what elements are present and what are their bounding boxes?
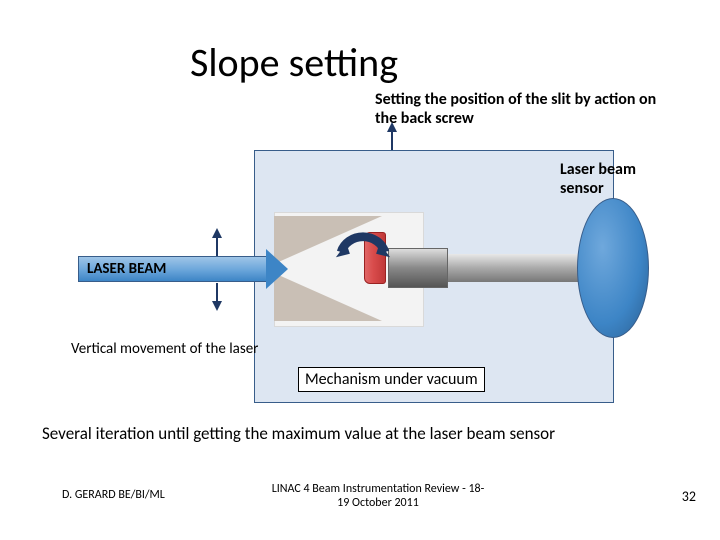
vertical-arrow-up-icon — [210, 228, 224, 256]
laser-beam-label-box: LASER BEAM — [78, 256, 268, 282]
laser-beam-arrowhead-icon — [266, 249, 288, 289]
footer-author: D. GERARD BE/BI/ML — [62, 488, 165, 502]
curved-arrow-icon — [328, 224, 398, 259]
mechanism-label-box: Mechanism under vacuum — [298, 367, 485, 392]
shaft-narrow — [448, 254, 593, 282]
mechanism-text: Mechanism under vacuum — [305, 370, 478, 389]
vertical-arrow-down-icon — [210, 283, 224, 311]
sensor-ellipse — [577, 198, 649, 338]
footer-event: LINAC 4 Beam Instrumentation Review - 18… — [268, 482, 488, 511]
vertical-movement-label: Vertical movement of the laser — [71, 340, 258, 358]
laser-beam-text: LASER BEAM — [87, 260, 166, 278]
iteration-description: Several iteration until getting the maxi… — [42, 423, 555, 444]
page-number: 32 — [682, 488, 696, 505]
subtitle-arrow-up-icon — [385, 122, 399, 152]
subtitle-text: Setting the position of the slit by acti… — [375, 90, 665, 128]
sensor-label: Laser beamsensor — [560, 160, 636, 198]
page-title: Slope setting — [190, 38, 398, 87]
